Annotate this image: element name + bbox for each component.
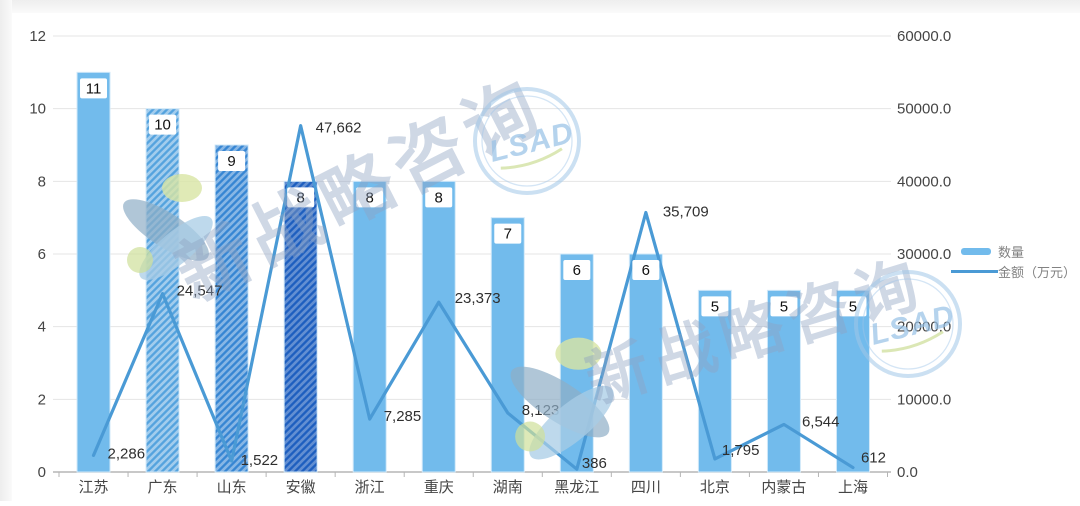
legend-label-amount: 金额（万元）	[998, 265, 1077, 280]
y-axis-left-labels: 0 2 4 6 8 10 12	[29, 28, 46, 481]
line-value-label: 47,662	[316, 120, 362, 137]
bar-value-label: 8	[435, 189, 443, 206]
line-series-amount	[91, 124, 855, 471]
legend-line-swatch-icon	[951, 270, 998, 273]
y-right-tick: 0.0	[897, 464, 918, 481]
line-value-label: 23,373	[455, 290, 501, 307]
line-value-label: 1,522	[241, 452, 279, 469]
bar-value-labels: 11 10 9 8 8 8 7 6 6 5 5 5	[80, 78, 867, 317]
y-right-tick: 40000.0	[897, 173, 951, 190]
bar-浙江[interactable]	[352, 180, 387, 473]
y-left-tick: 6	[38, 246, 46, 263]
x-label-湖南: 湖南	[493, 479, 523, 496]
watermark-logo-blob-2	[510, 337, 614, 460]
y-right-tick: 30000.0	[897, 246, 951, 263]
bar-安徽[interactable]	[283, 180, 318, 473]
bar-重庆[interactable]	[421, 180, 456, 473]
bar-value-box	[80, 78, 108, 99]
line-value-label: 386	[582, 455, 607, 472]
legend: 数量 金额（万元）	[950, 243, 1076, 283]
page-edge-top	[0, 0, 1080, 13]
y-left-tick: 12	[29, 28, 46, 45]
legend-label-quantity: 数量	[998, 245, 1025, 260]
bar-value-label: 5	[711, 298, 719, 315]
legend-bar-swatch-icon	[961, 248, 991, 255]
bar-value-label: 8	[366, 189, 374, 206]
bar-series-quantity	[76, 71, 870, 473]
bar-江苏[interactable]	[76, 71, 111, 473]
bar-湖南[interactable]	[490, 217, 525, 473]
legend-swatch-wrap	[950, 270, 998, 273]
page-edge-left	[0, 0, 12, 501]
x-label-安徽: 安徽	[286, 479, 316, 496]
x-axis	[53, 471, 891, 477]
x-label-上海: 上海	[838, 479, 868, 496]
bar-value-box	[149, 114, 177, 135]
amount-line-path[interactable]	[91, 124, 855, 471]
bar-内蒙古[interactable]	[766, 289, 801, 473]
bar-value-box	[563, 260, 591, 280]
x-label-黑龙江: 黑龙江	[554, 479, 599, 496]
line-value-label: 2,286	[108, 445, 146, 462]
line-value-label: 35,709	[663, 204, 709, 221]
y-axis-right-labels: 0.0 10000.0 20000.0 30000.0 40000.0 50000.0 60…	[897, 28, 951, 481]
y-right-tick: 60000.0	[897, 28, 951, 45]
line-value-labels: 2,28624,5471,52247,6627,28523,3738,12338…	[108, 120, 886, 473]
legend-swatch-wrap	[950, 248, 998, 255]
y-right-tick: 10000.0	[897, 391, 951, 408]
x-axis-labels: 江苏 广东 山东 安徽 浙江 重庆 湖南 黑龙江 四川 北京 内蒙古 上海	[79, 479, 868, 496]
legend-item-quantity[interactable]: 数量	[950, 243, 1076, 260]
x-label-山东: 山东	[217, 479, 247, 496]
bar-value-label: 7	[504, 226, 512, 243]
y-left-tick: 2	[38, 391, 46, 408]
bar-value-label: 9	[227, 153, 235, 170]
x-label-广东: 广东	[148, 479, 178, 496]
line-value-label: 6,544	[802, 413, 840, 430]
line-value-label: 612	[861, 450, 886, 467]
y-left-tick: 0	[38, 464, 46, 481]
y-left-tick: 4	[38, 319, 46, 336]
bar-value-box	[287, 187, 315, 208]
x-label-四川: 四川	[631, 479, 661, 496]
bar-广东[interactable]	[145, 108, 180, 473]
x-label-北京: 北京	[700, 479, 730, 496]
bar-value-box	[425, 187, 453, 208]
line-value-label: 24,547	[177, 283, 223, 300]
x-label-江苏: 江苏	[79, 479, 109, 496]
y-left-tick: 10	[29, 101, 46, 118]
x-label-内蒙古: 内蒙古	[761, 479, 806, 496]
bar-value-box	[356, 187, 384, 208]
bar-value-label: 8	[296, 189, 304, 206]
bar-value-label: 5	[780, 298, 788, 315]
bar-山东[interactable]	[214, 144, 249, 473]
bar-value-box	[632, 260, 660, 280]
bar-四川[interactable]	[628, 253, 663, 473]
line-value-label: 1,795	[722, 442, 760, 459]
y-right-tick: 50000.0	[897, 101, 951, 118]
x-label-浙江: 浙江	[355, 479, 385, 496]
bar-value-box	[770, 296, 798, 317]
legend-item-amount[interactable]: 金额（万元）	[950, 263, 1076, 280]
bar-value-label: 5	[849, 298, 857, 315]
bar-value-box	[701, 296, 729, 317]
y-right-tick: 20000.0	[897, 319, 951, 336]
bar-value-box	[494, 223, 522, 244]
line-value-label: 7,285	[384, 408, 422, 425]
bar-value-label: 11	[86, 80, 102, 97]
watermark-logo-blob-1	[123, 174, 213, 281]
bar-上海[interactable]	[835, 289, 870, 473]
bar-value-label: 6	[573, 262, 581, 279]
bar-value-box	[218, 151, 246, 171]
bar-北京[interactable]	[697, 289, 732, 473]
y-left-tick: 8	[38, 173, 46, 190]
bar-value-label: 10	[154, 117, 171, 134]
x-label-重庆: 重庆	[424, 479, 454, 496]
bar-value-label: 6	[642, 262, 650, 279]
